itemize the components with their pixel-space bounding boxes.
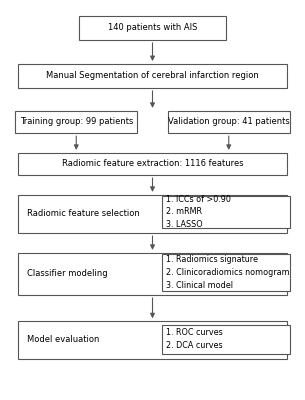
Bar [162,196,290,228]
Text: 1. ICCs of >0.90
2. mRMR
3. LASSO: 1. ICCs of >0.90 2. mRMR 3. LASSO [166,195,231,229]
Bar [18,195,287,233]
Bar [18,253,287,295]
Text: 1. Radiomics signature
2. Clinicoradiomics nomogram
3. Clinical model: 1. Radiomics signature 2. Clinicoradiomi… [166,256,290,290]
Text: Manual Segmentation of cerebral infarction region: Manual Segmentation of cerebral infarcti… [46,72,259,80]
Bar [79,16,226,40]
Bar [15,111,137,133]
Text: Radiomic feature selection: Radiomic feature selection [27,210,140,218]
Text: 140 patients with AIS: 140 patients with AIS [108,24,197,32]
Text: Model evaluation: Model evaluation [27,336,100,344]
Bar [18,64,287,88]
Text: Validation group: 41 patients: Validation group: 41 patients [168,118,290,126]
Bar [162,325,290,354]
Text: Training group: 99 patients: Training group: 99 patients [20,118,133,126]
Text: Radiomic feature extraction: 1116 features: Radiomic feature extraction: 1116 featur… [62,160,243,168]
Text: 1. ROC curves
2. DCA curves: 1. ROC curves 2. DCA curves [166,328,223,350]
Bar [18,153,287,175]
Text: Classifier modeling: Classifier modeling [27,270,108,278]
Bar [168,111,290,133]
Bar [18,321,287,359]
Bar [162,254,290,291]
